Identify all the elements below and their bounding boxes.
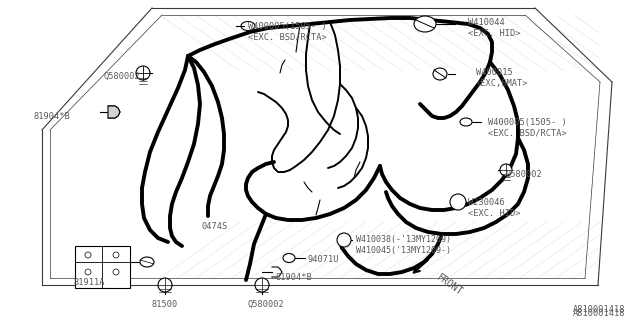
Text: 81904*B: 81904*B bbox=[33, 112, 70, 121]
Text: W400015: W400015 bbox=[476, 68, 513, 77]
Text: W400005(1505- ): W400005(1505- ) bbox=[488, 118, 567, 127]
Text: W410038(-'13MY1209): W410038(-'13MY1209) bbox=[356, 235, 451, 244]
Circle shape bbox=[136, 66, 150, 80]
Text: A810001418: A810001418 bbox=[573, 309, 625, 318]
Text: <EXC. HID>: <EXC. HID> bbox=[468, 209, 520, 218]
Circle shape bbox=[450, 194, 466, 210]
Text: W230046: W230046 bbox=[468, 198, 505, 207]
Ellipse shape bbox=[414, 16, 436, 32]
Text: FRONT: FRONT bbox=[435, 272, 465, 297]
Circle shape bbox=[500, 164, 512, 176]
Ellipse shape bbox=[140, 257, 154, 267]
Text: 0580002: 0580002 bbox=[505, 170, 541, 179]
Text: W400005(1505- ): W400005(1505- ) bbox=[248, 22, 327, 31]
Text: 81904*B: 81904*B bbox=[276, 273, 313, 282]
Text: 81911A: 81911A bbox=[74, 278, 106, 287]
Text: 0474S: 0474S bbox=[202, 222, 228, 231]
Polygon shape bbox=[108, 106, 120, 118]
Text: 81500: 81500 bbox=[152, 300, 178, 309]
Text: Q580002: Q580002 bbox=[248, 300, 284, 309]
Text: <EXC,SMAT>: <EXC,SMAT> bbox=[476, 79, 529, 88]
Text: <EXC. BSD/RCTA>: <EXC. BSD/RCTA> bbox=[488, 129, 567, 138]
Text: Q580002: Q580002 bbox=[104, 72, 141, 81]
Circle shape bbox=[158, 278, 172, 292]
Ellipse shape bbox=[433, 68, 447, 80]
Text: W410045('13MY1209-): W410045('13MY1209-) bbox=[356, 246, 451, 255]
Text: <EXC. BSD/RCTA>: <EXC. BSD/RCTA> bbox=[248, 33, 327, 42]
Text: A810001418: A810001418 bbox=[573, 305, 625, 314]
Bar bbox=[75, 246, 130, 288]
Circle shape bbox=[255, 278, 269, 292]
Circle shape bbox=[337, 233, 351, 247]
Ellipse shape bbox=[283, 253, 295, 262]
Text: W410044: W410044 bbox=[468, 18, 505, 27]
Text: <EXC. HID>: <EXC. HID> bbox=[468, 29, 520, 38]
Text: 94071U: 94071U bbox=[308, 255, 339, 264]
Ellipse shape bbox=[460, 118, 472, 126]
